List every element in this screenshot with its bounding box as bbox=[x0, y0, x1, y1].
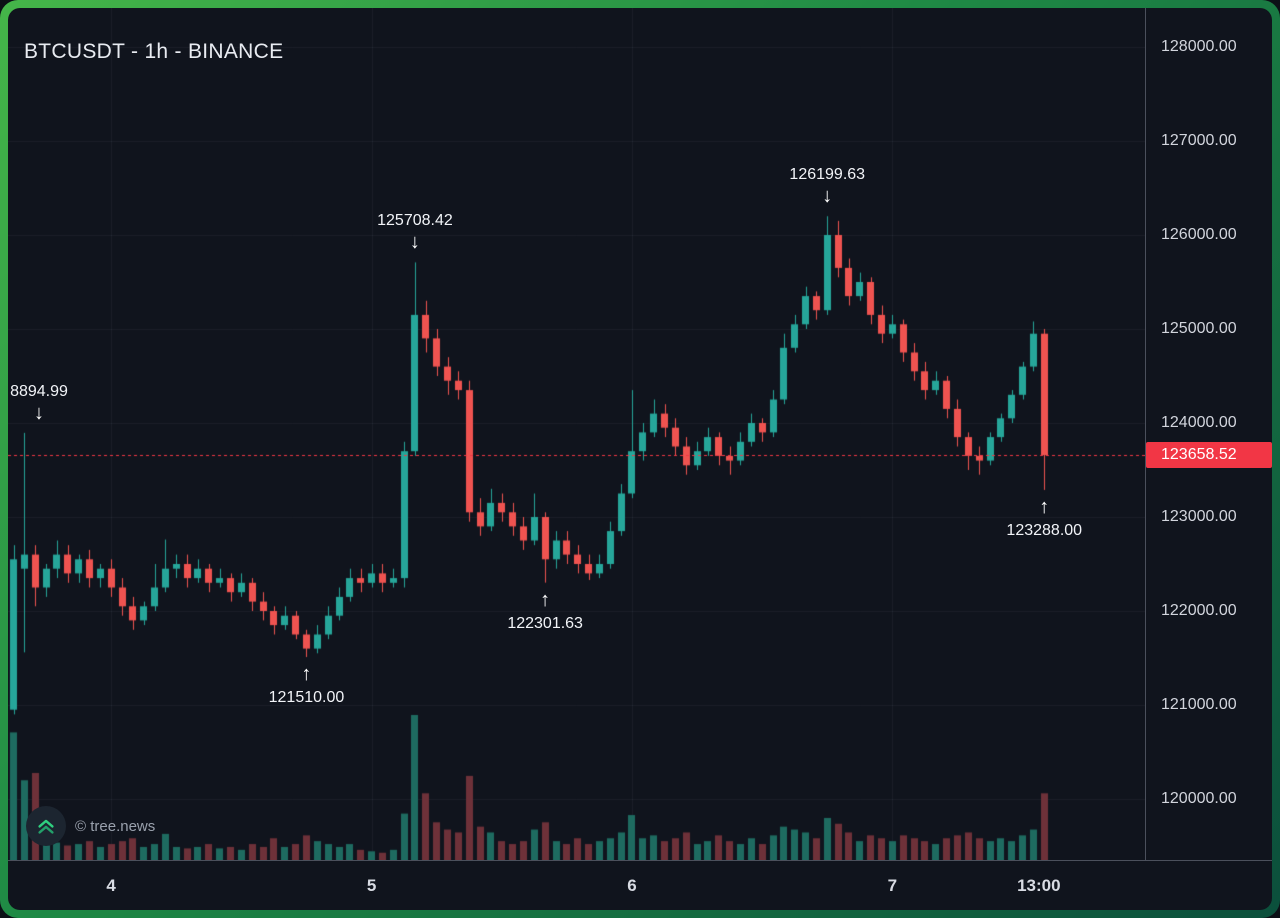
candlestick-chart-canvas[interactable] bbox=[8, 8, 1145, 860]
price-tick-label: 124000.00 bbox=[1161, 414, 1237, 431]
time-tick-label: 5 bbox=[366, 876, 377, 895]
chart-panel: 8894.99 ↓ 125708.42 ↓ 126199.63 ↓ ↑ 121510.00 ↑ 1… bbox=[8, 8, 1272, 910]
price-tick-label: 123000.00 bbox=[1161, 508, 1237, 525]
time-axis[interactable]: 4 5 6 7 13:00 bbox=[8, 860, 1272, 910]
chart-title: BTCUSDT - 1h - BINANCE bbox=[24, 40, 284, 63]
time-tick-label: 6 bbox=[627, 876, 637, 895]
price-tick-label: 126000.00 bbox=[1161, 226, 1237, 243]
time-tick-label: 13:00 bbox=[1017, 876, 1061, 895]
price-tick-label: 128000.00 bbox=[1161, 38, 1237, 55]
price-axis[interactable]: 123658.52 128000.00 127000.00 126000.00 125… bbox=[1145, 8, 1272, 860]
price-tick-label: 122000.00 bbox=[1161, 602, 1237, 619]
time-tick-label: 7 bbox=[887, 876, 898, 895]
price-tick-label: 127000.00 bbox=[1161, 132, 1237, 149]
branding: © tree.news bbox=[26, 806, 155, 846]
price-tick-label: 125000.00 bbox=[1161, 320, 1237, 337]
double-chevron-up-icon bbox=[35, 815, 57, 837]
current-price-label: 123658.52 bbox=[1146, 442, 1272, 469]
price-tick-label: 121000.00 bbox=[1161, 696, 1237, 713]
copyright-text: © tree.news bbox=[75, 817, 156, 835]
tree-news-logo[interactable] bbox=[26, 806, 66, 846]
price-tick-label: 120000.00 bbox=[1161, 790, 1237, 807]
time-tick-label: 4 bbox=[106, 876, 116, 895]
